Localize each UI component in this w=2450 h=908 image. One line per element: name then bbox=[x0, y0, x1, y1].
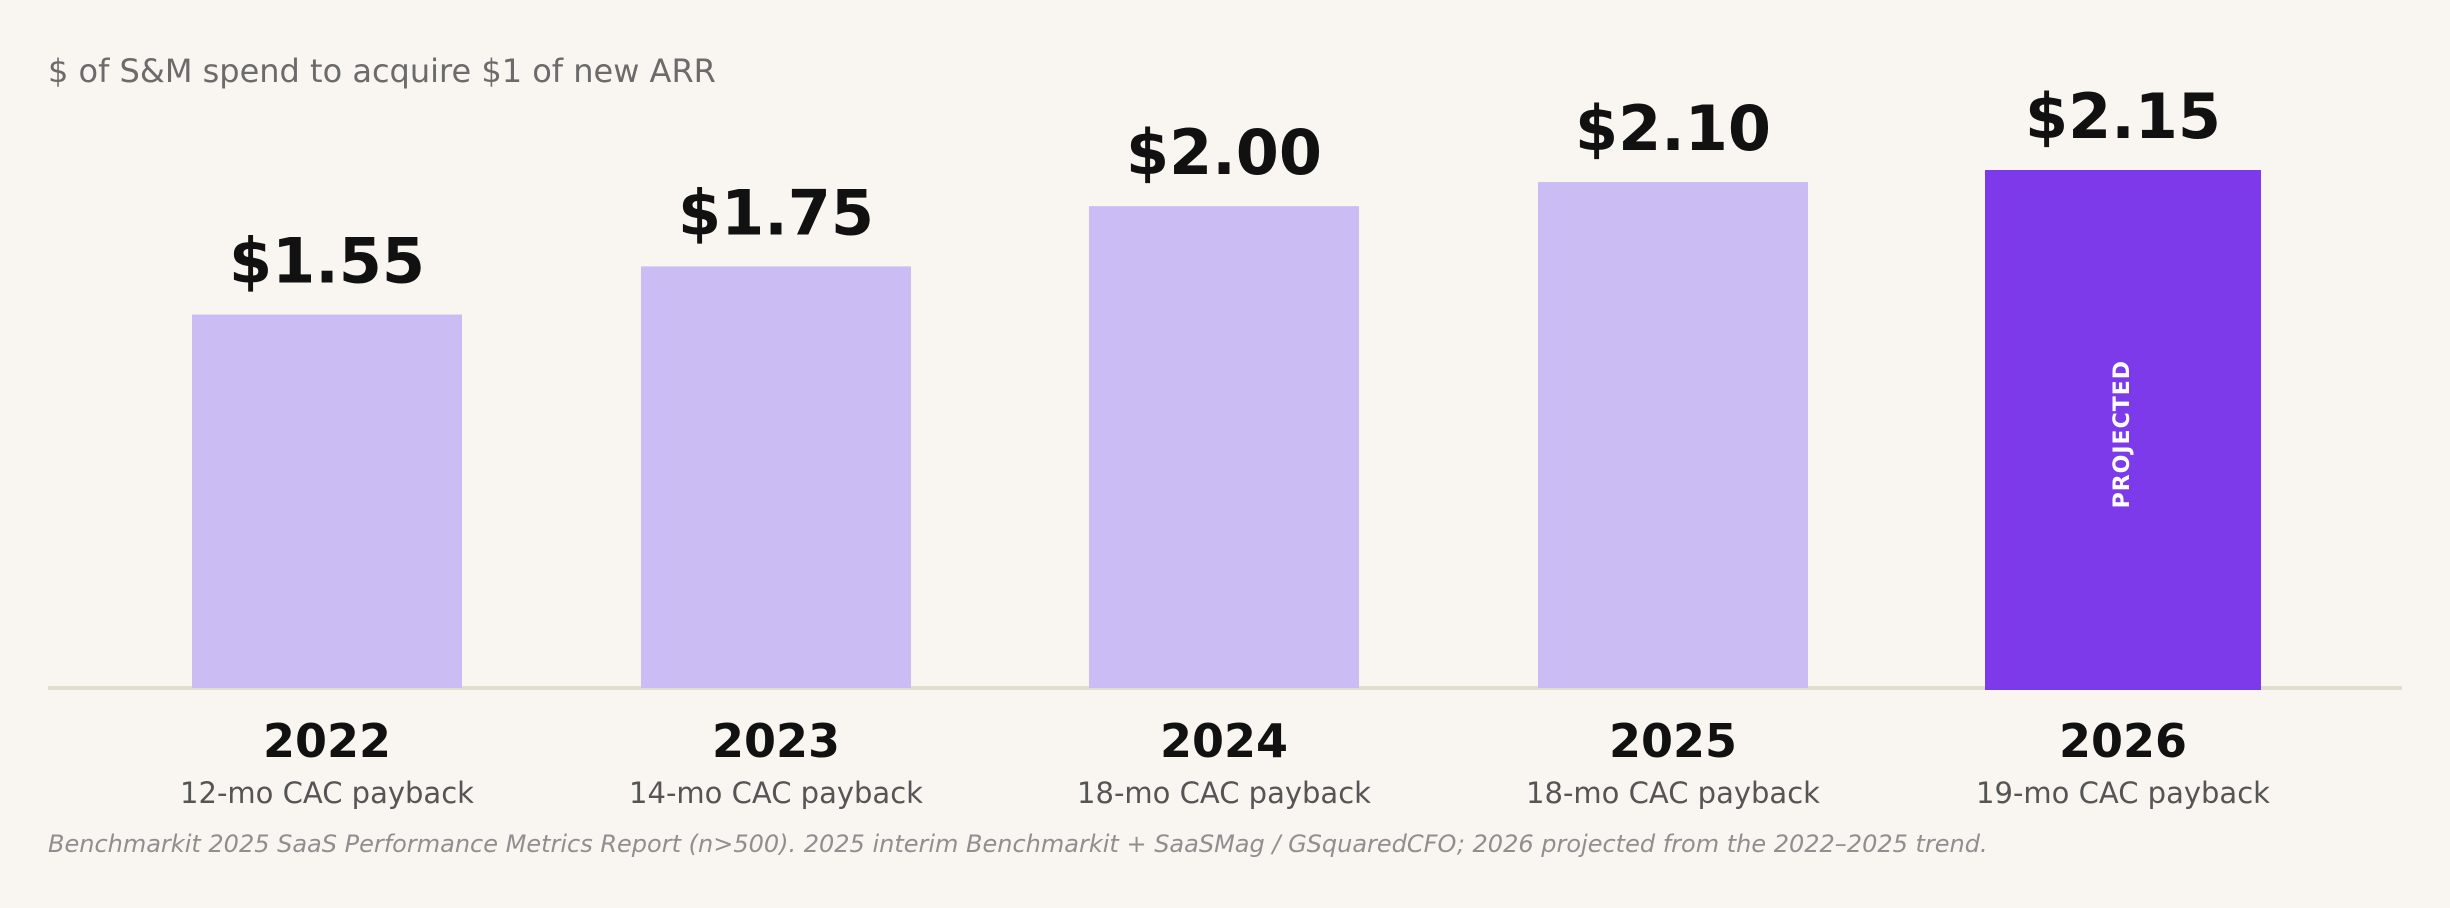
projected-tag: PROJECTED bbox=[2110, 360, 2135, 508]
category-label: 2024 bbox=[1160, 714, 1288, 768]
category-label: 2025 bbox=[1609, 714, 1737, 768]
value-label: $2.00 bbox=[1126, 116, 1322, 189]
source-note: Benchmarkit 2025 SaaS Performance Metric… bbox=[48, 830, 1988, 858]
category-sublabel: 12-mo CAC payback bbox=[180, 776, 474, 810]
bar-projected bbox=[1985, 170, 2261, 690]
category-sublabel: 18-mo CAC payback bbox=[1526, 776, 1820, 810]
category-label: 2023 bbox=[712, 714, 840, 768]
bar bbox=[1538, 182, 1808, 688]
value-label: $1.75 bbox=[678, 176, 874, 249]
category-sublabel: 19-mo CAC payback bbox=[1976, 776, 2270, 810]
chart-subtitle: $ of S&M spend to acquire $1 of new ARR bbox=[48, 52, 716, 90]
category-label: 2026 bbox=[2059, 714, 2187, 768]
category-label: 2022 bbox=[263, 714, 391, 768]
value-label: $2.10 bbox=[1575, 92, 1771, 165]
bar bbox=[1089, 206, 1359, 689]
bar bbox=[641, 266, 911, 688]
value-label: $1.55 bbox=[229, 225, 425, 298]
category-sublabel: 18-mo CAC payback bbox=[1077, 776, 1371, 810]
bar bbox=[192, 314, 462, 688]
value-label: $2.15 bbox=[2025, 80, 2221, 153]
category-sublabel: 14-mo CAC payback bbox=[629, 776, 923, 810]
